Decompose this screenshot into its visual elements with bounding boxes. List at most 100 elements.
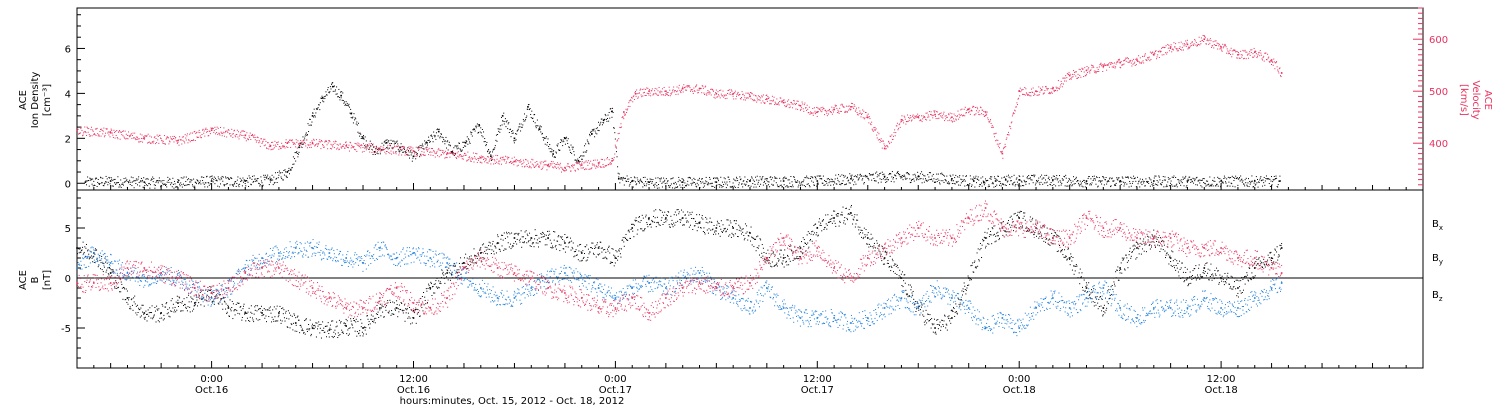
velocity-sample-dot <box>441 149 443 151</box>
velocity-sample-dot <box>785 106 787 108</box>
field-bx-sample-dot <box>186 297 188 299</box>
velocity-sample-dot <box>416 155 418 157</box>
density-sample-dot <box>1085 181 1087 183</box>
density-sample-dot <box>213 176 215 178</box>
velocity-sample-dot <box>503 158 505 160</box>
density-point <box>681 181 684 183</box>
density-sample-dot <box>364 145 366 147</box>
velocity-sample-dot <box>861 113 863 115</box>
velocity-sample-dot <box>771 100 773 102</box>
density-sample-dot <box>1107 180 1109 182</box>
density-sample-dot <box>94 185 96 187</box>
density-sample-dot <box>102 185 104 187</box>
velocity-sample-dot <box>84 126 86 128</box>
density-point <box>464 142 467 144</box>
velocity-sample-dot <box>961 108 963 110</box>
velocity-sample-dot <box>788 99 790 101</box>
density-sample-dot <box>831 181 833 183</box>
density-sample-dot <box>980 177 982 179</box>
velocity-sample-dot <box>389 152 391 154</box>
density-sample-dot <box>1221 182 1223 184</box>
velocity-sample-dot <box>249 132 251 134</box>
density-sample-dot <box>613 127 615 129</box>
density-sample-dot <box>100 177 102 179</box>
velocity-sample-dot <box>378 149 380 151</box>
density-sample-dot <box>99 182 101 184</box>
density-sample-dot <box>1110 186 1112 188</box>
density-sample-dot <box>174 180 176 182</box>
velocity-sample-dot <box>299 143 301 145</box>
density-sample-dot <box>534 122 536 124</box>
density-sample-dot <box>575 159 577 161</box>
density-sample-dot <box>221 175 223 177</box>
velocity-sample-dot <box>486 156 488 158</box>
velocity-sample-dot <box>612 158 614 160</box>
velocity-sample-dot <box>912 114 914 116</box>
density-sample-dot <box>191 184 193 186</box>
velocity-sample-dot <box>117 131 119 133</box>
velocity-sample-dot <box>1119 66 1121 68</box>
velocity-sample-dot <box>982 114 984 116</box>
density-sample-dot <box>1128 186 1130 188</box>
density-sample-dot <box>1020 180 1022 182</box>
velocity-sample-dot <box>239 135 241 137</box>
velocity-sample-dot <box>714 97 716 99</box>
density-sample-dot <box>1223 175 1225 177</box>
velocity-sample-dot <box>945 115 947 117</box>
density-sample-dot <box>1261 179 1263 181</box>
velocity-point <box>749 95 751 98</box>
density-sample-dot <box>683 186 685 188</box>
density-sample-dot <box>646 178 648 180</box>
velocity-sample-dot <box>1242 58 1244 60</box>
density-point <box>951 177 953 180</box>
density-sample-dot <box>711 185 713 187</box>
velocity-sample-dot <box>1260 52 1262 54</box>
velocity-sample-dot <box>519 161 521 163</box>
velocity-sample-dot <box>928 111 930 113</box>
velocity-sample-dot <box>422 153 424 155</box>
density-sample-dot <box>1167 177 1169 179</box>
density-sample-dot <box>899 174 901 176</box>
velocity-sample-dot <box>1053 90 1055 92</box>
density-sample-dot <box>581 158 583 160</box>
density-sample-dot <box>404 151 406 153</box>
velocity-sample-dot <box>572 167 574 169</box>
velocity-sample-dot <box>632 101 634 103</box>
density-sample-dot <box>290 169 292 171</box>
density-sample-dot <box>334 89 336 91</box>
density-sample-dot <box>724 178 726 180</box>
density-sample-dot <box>698 177 700 179</box>
velocity-sample-dot <box>626 111 628 113</box>
velocity-sample-dot <box>253 136 255 138</box>
velocity-sample-dot <box>89 135 91 137</box>
density-sample-dot <box>444 143 446 145</box>
density-sample-dot <box>390 139 392 141</box>
density-sample-dot <box>147 185 149 187</box>
density-sample-dot <box>295 152 297 154</box>
velocity-sample-dot <box>337 144 339 146</box>
density-sample-dot <box>486 141 488 143</box>
velocity-sample-dot <box>1157 50 1159 52</box>
velocity-sample-dot <box>317 144 319 146</box>
velocity-sample-dot <box>557 162 559 164</box>
velocity-sample-dot <box>1256 56 1258 58</box>
velocity-sample-dot <box>595 167 597 169</box>
velocity-sample-dot <box>1260 54 1262 56</box>
velocity-sample-dot <box>1014 109 1016 111</box>
velocity-sample-dot <box>1278 72 1280 74</box>
velocity-sample-dot <box>451 152 453 154</box>
density-sample-dot <box>509 129 511 131</box>
velocity-sample-dot <box>137 138 139 140</box>
velocity-sample-dot <box>1186 42 1188 44</box>
density-sample-dot <box>429 141 431 143</box>
velocity-sample-dot <box>1219 45 1221 47</box>
velocity-sample-dot <box>896 125 898 127</box>
field-bx-sample-dot <box>124 288 126 290</box>
density-sample-dot <box>461 150 463 152</box>
velocity-sample-dot <box>578 161 580 163</box>
density-sample-dot <box>1152 185 1154 187</box>
velocity-sample-dot <box>948 114 950 116</box>
velocity-sample-dot <box>544 164 546 166</box>
field-bx-sample-dot <box>147 309 149 311</box>
density-sample-dot <box>1248 178 1250 180</box>
